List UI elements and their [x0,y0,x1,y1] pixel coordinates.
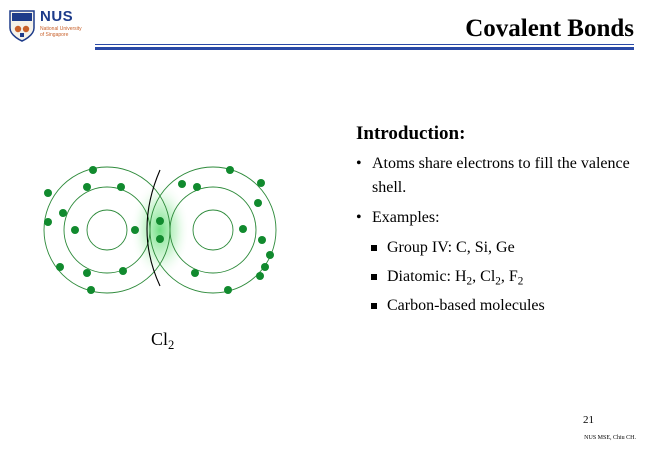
electron [239,225,247,233]
electron [44,189,52,197]
logo-name: NUS [40,8,74,25]
sub-bullet-text: Carbon-based molecules [387,297,545,314]
sub-bullet-item: Carbon-based molecules [371,294,636,318]
electron [191,269,199,277]
bullet-dot-icon: • [356,209,362,226]
right-atom-outer-shell [149,166,277,294]
sub-bullet-text: Diatomic: H2, Cl2, F2 [387,268,524,288]
electron [44,218,52,226]
electron [193,183,201,191]
bullet-text: Atoms share electrons to fill the valenc… [372,155,630,196]
subscript: 2 [495,275,501,288]
electron [156,217,164,225]
sub-bullet-item: Diatomic: H2, Cl2, F2 [371,265,636,289]
electron [257,179,265,187]
electron [117,183,125,191]
slide-content: Introduction: • Atoms share electrons to… [356,122,636,323]
electron [131,226,139,234]
electron [254,199,262,207]
footer-credit: NUS MSE, Chiu CH. [584,435,636,441]
bullet-item: • Examples: [356,206,636,230]
electron [226,166,234,174]
right-atom-middle-shell [169,186,257,274]
molecule-symbol: Cl [151,329,169,349]
electron [56,263,64,271]
shared-electron-region [130,180,190,280]
logo-subtitle: National University of Singapore [40,26,90,38]
bullet-text: Examples: [372,209,440,226]
diatomic-prefix: Diatomic: H [387,268,467,285]
right-atom-inner-shell [192,209,234,251]
page-number: 21 [583,414,594,426]
electron [83,183,91,191]
electron [119,267,127,275]
electron [89,166,97,174]
square-bullet-icon [371,303,377,309]
logo-subtitle-line-2: of Singapore [40,32,69,38]
molecule-label: Cl2 [151,329,175,352]
square-bullet-icon [371,274,377,280]
bullet-dot-icon: • [356,155,362,172]
cl2-bond-diagram [43,166,277,294]
left-atom-inner-shell [86,209,128,251]
diatomic-cl: , Cl [472,268,496,285]
header-rule-thin [95,44,634,45]
nus-shield-icon [9,10,35,42]
section-heading: Introduction: [356,123,466,144]
electron [59,209,67,217]
electron [156,235,164,243]
electron [178,180,186,188]
logo-subtitle-line-1: National University [40,26,82,32]
electron [71,226,79,234]
bond-divider-arc [146,169,161,287]
electron [256,272,264,280]
header-rule-thick [95,47,634,50]
sub-bullet-text: Group IV: C, Si, Ge [387,239,515,256]
electron [261,263,269,271]
electron [224,286,232,294]
electron [87,286,95,294]
nus-logo: NUS National University of Singapore [9,8,90,45]
subscript: 2 [466,275,473,288]
bullet-item: • Atoms share electrons to fill the vale… [356,152,636,200]
electron [266,251,274,259]
square-bullet-icon [371,245,377,251]
molecule-subscript: 2 [168,337,175,352]
diatomic-f: , F [500,268,518,285]
sub-bullet-item: Group IV: C, Si, Ge [371,236,636,260]
electron [258,236,266,244]
electron [83,269,91,277]
slide-title: Covalent Bonds [465,15,634,42]
subscript: 2 [517,275,524,288]
